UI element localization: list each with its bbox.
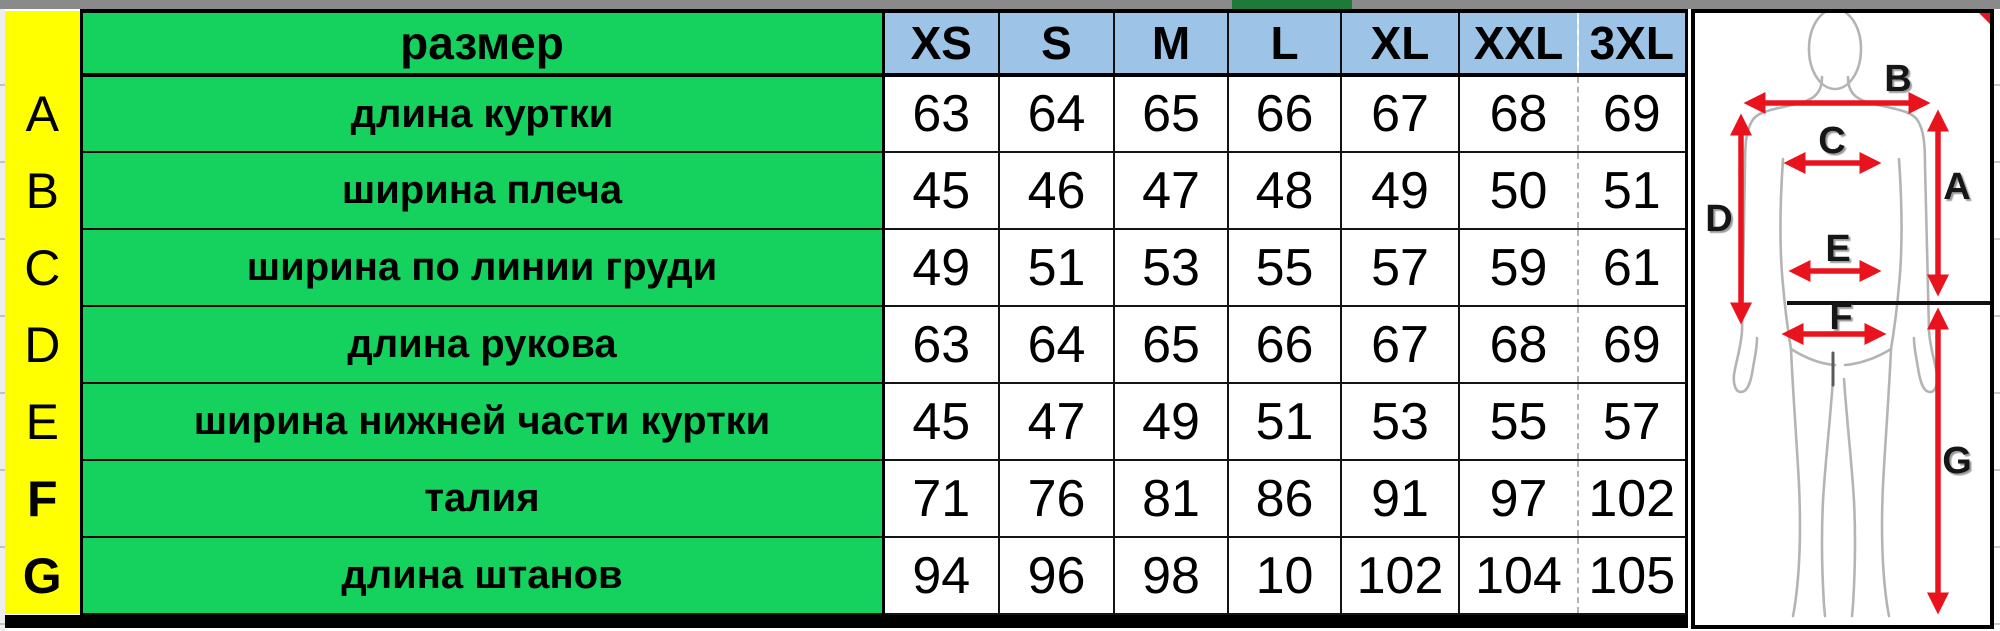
value-cell: 46	[998, 151, 1115, 230]
value-cell: 61	[1577, 228, 1688, 307]
value-cell: 53	[1340, 382, 1460, 461]
row-letter: B	[5, 152, 83, 229]
value-cell: 53	[1113, 228, 1229, 307]
row-letter: D	[5, 306, 83, 383]
table-row-b: B ширина плеча 45 46 47 48 49 50 51	[5, 151, 1688, 230]
value-cell: 47	[998, 382, 1115, 461]
row-letter: A	[5, 75, 83, 152]
value-cell: 104	[1458, 536, 1578, 615]
measurement-label: ширина по линии груди	[79, 228, 885, 307]
size-col-xxl: XXL	[1458, 9, 1578, 77]
value-cell: 51	[1577, 151, 1688, 230]
value-cell: 66	[1227, 305, 1342, 384]
value-cell: 97	[1458, 459, 1578, 538]
value-cell: 102	[1577, 459, 1688, 538]
corner-cell	[5, 11, 83, 75]
measurement-label: талия	[79, 459, 885, 538]
measurements-table: размер XS S M L XL XXL 3XL A длина куртк…	[5, 9, 1688, 615]
row-letter: G	[5, 537, 83, 614]
body-diagram-svg: B C A D E F G	[1705, 13, 1990, 618]
size-col-s: S	[998, 9, 1115, 77]
value-cell: 48	[1227, 151, 1342, 230]
value-cell: 49	[1340, 151, 1460, 230]
body-measurement-diagram: B C A D E F G	[1691, 9, 1994, 629]
diagram-label-b: B	[1884, 58, 1911, 100]
table-row-e: E ширина нижней части куртки 45 47 49 51…	[5, 382, 1688, 461]
table-row-c: C ширина по линии груди 49 51 53 55 57 5…	[5, 228, 1688, 307]
diagram-label-f: F	[1829, 296, 1852, 338]
value-cell: 105	[1577, 536, 1688, 615]
value-cell: 67	[1340, 74, 1460, 153]
value-cell: 102	[1340, 536, 1460, 615]
value-cell: 57	[1340, 228, 1460, 307]
top-strip	[0, 0, 2000, 9]
size-col-xs: XS	[882, 9, 1000, 77]
row-letter: F	[5, 460, 83, 537]
value-cell: 49	[1113, 382, 1229, 461]
table-row-a: A длина куртки 63 64 65 66 67 68 69	[5, 74, 1688, 153]
value-cell: 45	[882, 382, 1000, 461]
value-cell: 76	[998, 459, 1115, 538]
table-header-row: размер XS S M L XL XXL 3XL	[5, 9, 1688, 77]
value-cell: 81	[1113, 459, 1229, 538]
diagram-label-g: G	[1942, 440, 1972, 482]
value-cell: 91	[1340, 459, 1460, 538]
row-letter: E	[5, 383, 83, 460]
value-cell: 59	[1458, 228, 1578, 307]
measurement-label: длина куртки	[79, 74, 885, 153]
value-cell: 51	[998, 228, 1115, 307]
value-cell: 51	[1227, 382, 1342, 461]
top-strip-green-segment	[1232, 0, 1352, 9]
left-gridline-sliver	[0, 9, 5, 631]
size-col-l: L	[1227, 9, 1342, 77]
value-cell: 67	[1340, 305, 1460, 384]
value-cell: 66	[1227, 74, 1342, 153]
value-cell: 63	[882, 74, 1000, 153]
value-cell: 68	[1458, 305, 1578, 384]
value-cell: 45	[882, 151, 1000, 230]
value-cell: 64	[998, 74, 1115, 153]
value-cell: 50	[1458, 151, 1578, 230]
table-row-f: F талия 71 76 81 86 91 97 102	[5, 459, 1688, 538]
size-col-3xl: 3XL	[1577, 9, 1688, 77]
value-cell: 49	[882, 228, 1000, 307]
measurement-label: длина рукова	[79, 305, 885, 384]
value-cell: 47	[1113, 151, 1229, 230]
measurement-label: ширина плеча	[79, 151, 885, 230]
comment-marker	[1979, 13, 1990, 24]
diagram-label-c: C	[1818, 120, 1845, 162]
value-cell: 69	[1577, 305, 1688, 384]
value-cell: 65	[1113, 305, 1229, 384]
diagram-label-e: E	[1825, 228, 1850, 270]
value-cell: 57	[1577, 382, 1688, 461]
diagram-label-a: A	[1943, 166, 1970, 208]
value-cell: 98	[1113, 536, 1229, 615]
measurement-label: ширина нижней части куртки	[79, 382, 885, 461]
value-cell: 86	[1227, 459, 1342, 538]
size-col-m: M	[1113, 9, 1229, 77]
table-row-g: G длина штанов 94 96 98 10 102 104 105	[5, 536, 1688, 615]
value-cell: 68	[1458, 74, 1578, 153]
size-table: размер XS S M L XL XXL 3XL A длина куртк…	[5, 9, 1688, 628]
value-cell: 65	[1113, 74, 1229, 153]
row-letter: C	[5, 229, 83, 306]
size-header-cell: размер	[79, 9, 885, 77]
value-cell: 55	[1458, 382, 1578, 461]
diagram-label-d: D	[1705, 198, 1732, 240]
value-cell: 69	[1577, 74, 1688, 153]
size-col-xl: XL	[1340, 9, 1460, 77]
value-cell: 10	[1227, 536, 1342, 615]
value-cell: 64	[998, 305, 1115, 384]
value-cell: 94	[882, 536, 1000, 615]
diagram-letter-labels: B C A D E F G	[1705, 58, 1972, 482]
measurement-label: длина штанов	[79, 536, 885, 615]
measure-arrows	[1730, 92, 1949, 615]
value-cell: 55	[1227, 228, 1342, 307]
value-cell: 63	[882, 305, 1000, 384]
value-cell: 96	[998, 536, 1115, 615]
value-cell: 71	[882, 459, 1000, 538]
right-gridline-sliver	[1994, 9, 2000, 631]
table-row-d: D длина рукова 63 64 65 66 67 68 69	[5, 305, 1688, 384]
